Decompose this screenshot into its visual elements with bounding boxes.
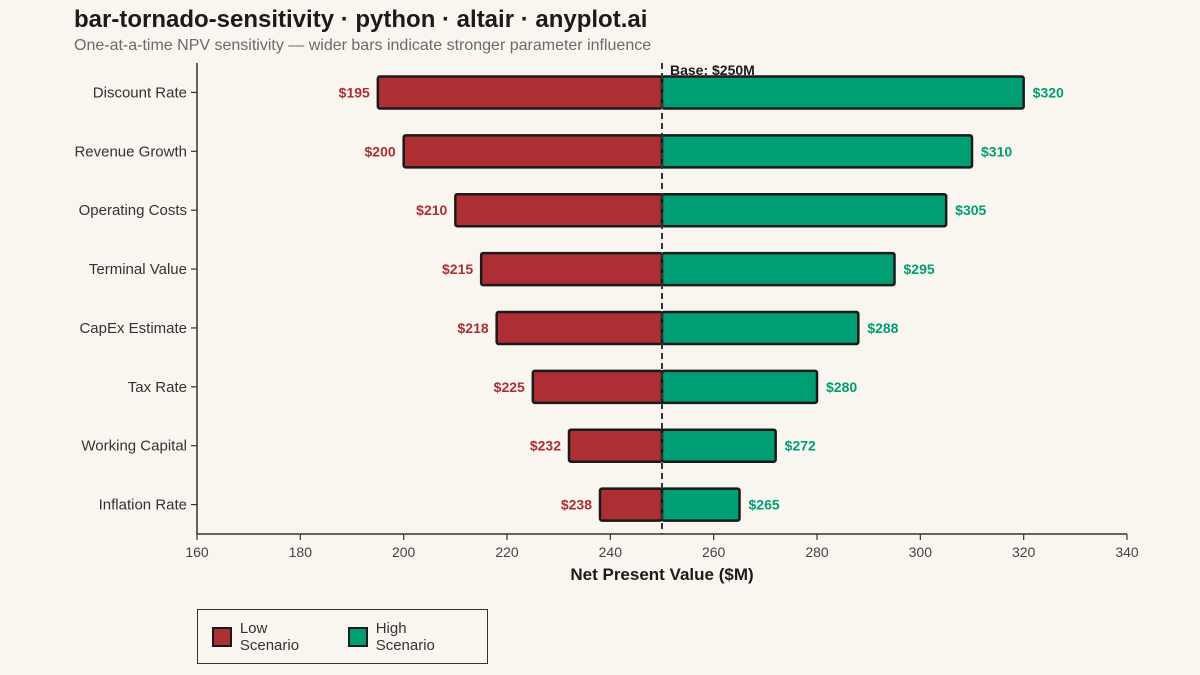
bar-low-6 xyxy=(567,428,664,463)
data-label-high-3: $295 xyxy=(904,261,935,277)
bar-high-1 xyxy=(660,134,974,169)
bar-low-4 xyxy=(495,310,664,346)
bar-low-2 xyxy=(454,192,664,228)
bar-high-6 xyxy=(660,428,777,463)
chart-subtitle: One-at-a-time NPV sensitivity — wider ba… xyxy=(74,37,652,54)
bar-low-7 xyxy=(598,487,664,522)
y-tick-label-2: Operating Costs xyxy=(79,202,187,219)
bar-low-0 xyxy=(376,75,664,110)
base-label: Base: $250M xyxy=(670,62,755,78)
x-tick-label-8: 320 xyxy=(1012,544,1036,560)
data-label-low-5: $225 xyxy=(494,379,525,395)
bar-high-4 xyxy=(660,310,860,346)
y-tick-label-0: Discount Rate xyxy=(93,84,187,101)
bar-high-3 xyxy=(660,251,896,287)
data-label-high-2: $305 xyxy=(955,202,986,218)
data-label-low-6: $232 xyxy=(530,438,561,454)
data-label-low-7: $238 xyxy=(561,497,592,513)
legend: Low Scenario High Scenario xyxy=(197,609,488,664)
bar-low-5 xyxy=(531,369,664,405)
legend-item-low: Low Scenario xyxy=(212,620,330,654)
x-tick-label-2: 200 xyxy=(392,544,416,560)
bar-high-0 xyxy=(660,75,1025,110)
chart-title: bar-tornado-sensitivity · python · altai… xyxy=(74,6,648,33)
y-tick-label-3: Terminal Value xyxy=(89,261,187,278)
bar-high-7 xyxy=(660,487,741,522)
bar-high-5 xyxy=(660,369,819,405)
y-tick-label-5: Tax Rate xyxy=(128,379,187,396)
y-tick-label-6: Working Capital xyxy=(81,438,187,455)
data-label-high-4: $288 xyxy=(867,320,898,336)
y-tick-label-1: Revenue Growth xyxy=(74,143,187,160)
x-tick-label-4: 240 xyxy=(599,544,623,560)
data-label-high-7: $265 xyxy=(749,497,780,513)
legend-label-high: High Scenario xyxy=(375,619,435,654)
data-label-low-1: $200 xyxy=(365,143,396,159)
data-label-low-2: $210 xyxy=(416,202,447,218)
x-axis-title: Net Present Value ($M) xyxy=(570,565,753,584)
legend-swatch-high xyxy=(347,626,368,647)
data-label-high-0: $320 xyxy=(1033,84,1064,100)
x-tick-label-6: 280 xyxy=(805,544,829,560)
data-label-low-4: $218 xyxy=(458,320,489,336)
legend-label-low: Low Scenario xyxy=(239,619,300,654)
x-tick-label-0: 160 xyxy=(185,544,209,560)
x-tick-label-1: 180 xyxy=(289,544,313,560)
bar-low-1 xyxy=(402,134,664,169)
x-tick-label-7: 300 xyxy=(909,544,933,560)
data-label-high-1: $310 xyxy=(981,143,1012,159)
x-tick-label-9: 340 xyxy=(1115,544,1139,560)
data-label-high-6: $272 xyxy=(785,438,816,454)
x-tick-label-3: 220 xyxy=(495,544,519,560)
legend-item-high: High Scenario xyxy=(347,619,469,654)
legend-swatch-low xyxy=(212,626,232,647)
data-label-high-5: $280 xyxy=(826,379,857,395)
data-label-low-3: $215 xyxy=(442,261,473,277)
bar-high-2 xyxy=(660,192,948,228)
bar-low-3 xyxy=(479,251,664,287)
x-tick-label-5: 260 xyxy=(702,544,726,560)
y-tick-label-4: CapEx Estimate xyxy=(79,320,187,337)
data-label-low-0: $195 xyxy=(339,84,370,100)
y-tick-label-7: Inflation Rate xyxy=(99,497,187,514)
